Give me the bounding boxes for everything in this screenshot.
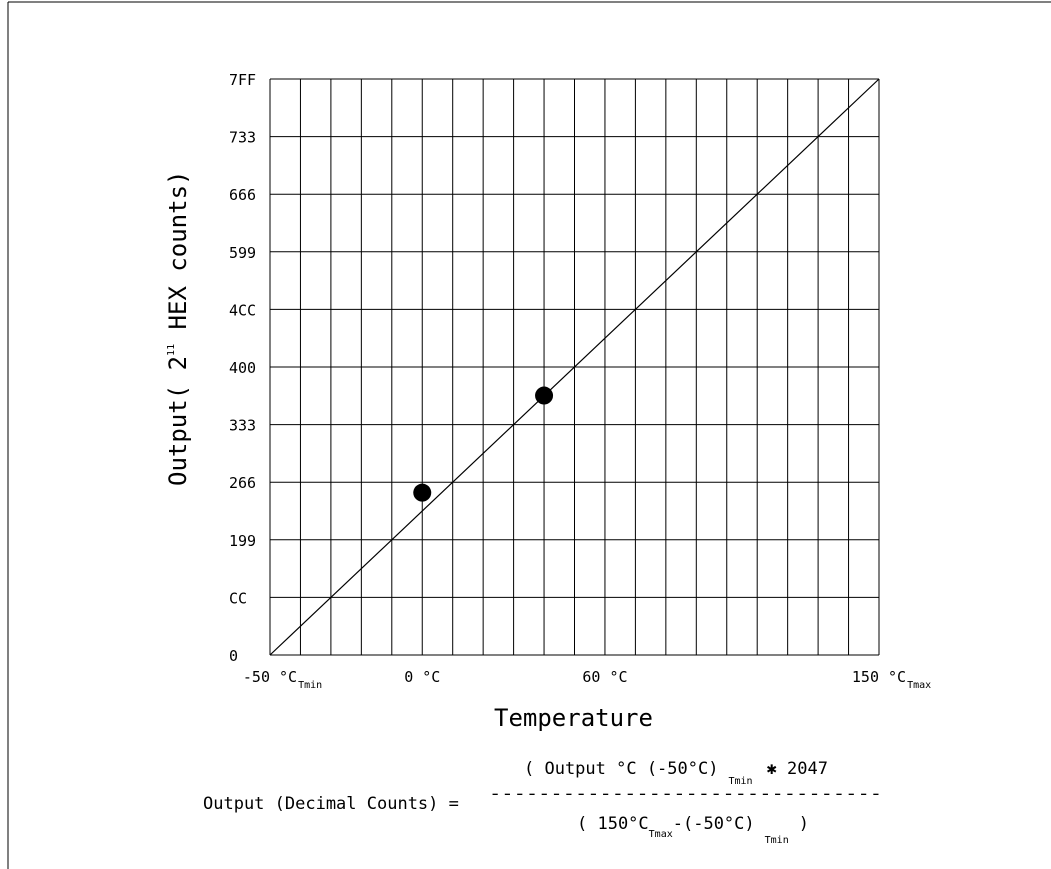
formula-numerator-tail: ✱ 2047 [767,759,828,779]
y-tick-label: 7FF [229,71,256,89]
y-tick-label: 733 [229,129,256,147]
data-points [413,386,554,502]
x-tick-labels: -50 °C Tmin 0 °C 60 °C 150 °C Tmax [243,668,931,691]
formula-denominator: ( 150°CTmax-(-50°C) Tmin) [577,814,809,846]
x-tick-label-subscript: Tmax [907,680,931,691]
formula-denominator-mid: -(-50°C) [673,814,755,834]
formula-numerator-sub: Tmin [728,776,752,787]
y-axis-label-main: Output( 2 [164,356,192,486]
y-axis-label-superscript: 11 [166,344,177,356]
y-tick-labels: 0 CC 199 266 333 400 4CC 599 666 733 7FF [229,71,256,665]
y-tick-label: 599 [229,244,256,262]
y-tick-label: 666 [229,186,256,204]
formula-numerator-main: ( Output °C (-50°C) [524,759,718,779]
y-tick-label: CC [229,589,247,607]
y-tick-label: 0 [229,647,238,665]
x-tick-label: 0 °C [404,668,440,686]
x-tick-label: 60 °C [582,668,627,686]
formula-fraction-rule: -------------------------------- [489,784,882,804]
x-tick-label: -50 °C [243,668,297,686]
series-polyline [269,78,880,656]
y-tick-label: 199 [229,532,256,550]
formula-denominator-sub-tmax: Tmax [649,829,673,840]
formula-numerator: ( Output °C (-50°C) Tmin ✱ 2047 [524,759,828,787]
formula-denominator-tail: ) [799,814,809,834]
formula-denominator-main: ( 150°C [577,814,649,834]
y-tick-label: 400 [229,359,256,377]
y-tick-label: 266 [229,474,256,492]
data-point [413,483,432,502]
formula-lhs: Output (Decimal Counts) = [203,794,459,814]
x-axis-label: Temperature [494,704,653,732]
formula-denominator-sub-tmin: Tmin [765,835,789,846]
y-tick-label: 4CC [229,301,256,319]
x-tick-label: 150 °C [852,668,906,686]
data-point [535,386,554,405]
y-axis-label: Output( 211 HEX counts) [164,171,192,486]
series-line [269,78,880,656]
x-tick-label-subscript: Tmin [298,680,322,691]
y-axis-label-tail: HEX counts) [164,171,192,344]
y-tick-label: 333 [229,417,256,435]
